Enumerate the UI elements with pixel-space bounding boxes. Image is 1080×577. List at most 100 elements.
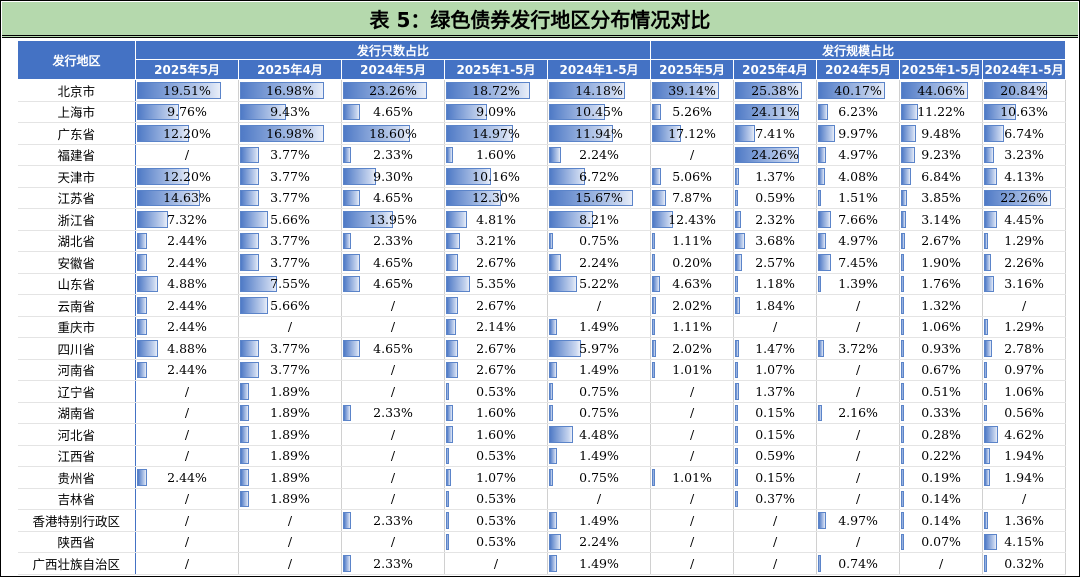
value-text: 7.45% [838, 254, 878, 270]
value-text: 3.77% [270, 147, 310, 163]
value-text: / [184, 491, 190, 507]
value-text: 2.02% [672, 340, 712, 356]
value-cell: 0.15% [733, 466, 818, 489]
value-text: 0.32% [1004, 555, 1044, 571]
data-bar [343, 254, 360, 271]
value-cell: 7.45% [816, 251, 901, 274]
value-cell: 5.66% [238, 294, 342, 317]
value-cell: 9.48% [899, 122, 984, 145]
value-text: 10.45% [575, 104, 623, 120]
table-row: 江苏省 14.63% 3.77% 4.65% 12.30% 15.67% 7.87% 0.59… [17, 187, 1067, 209]
value-cell: 4.88% [135, 273, 239, 295]
data-bar [446, 383, 450, 400]
data-bar [901, 211, 906, 228]
value-text: 1.49% [579, 555, 619, 571]
value-text: 4.48% [579, 426, 619, 442]
data-bar [735, 254, 742, 271]
value-text: 2.16% [838, 405, 878, 421]
value-text: 0.74% [838, 555, 878, 571]
value-text: 1.01% [672, 469, 712, 485]
value-text: 3.77% [270, 233, 310, 249]
data-bar [818, 82, 886, 99]
value-text: 1.89% [270, 491, 310, 507]
value-text: / [689, 448, 695, 464]
value-text: 1.94% [1004, 469, 1044, 485]
data-bar [901, 232, 906, 249]
value-cell: 1.51% [816, 187, 901, 209]
table-row: 吉林省 / 1.89% / 0.53% / / 0.37% / 0.14% / [17, 488, 1067, 510]
region-cell: 上海市 [17, 101, 136, 123]
region-cell: 北京市 [17, 79, 136, 102]
value-cell: 12.20% [135, 165, 239, 188]
data-bar [652, 232, 655, 249]
data-bar [984, 512, 989, 529]
data-bar [901, 426, 904, 443]
value-text: 1.37% [755, 383, 795, 399]
value-text: 2.33% [373, 233, 413, 249]
value-cell: / [135, 380, 239, 403]
value-text: 2.24% [579, 254, 619, 270]
value-cell: 2.67% [899, 230, 984, 252]
value-text: 1.76% [921, 276, 961, 292]
data-bar [735, 297, 740, 314]
data-bar [446, 297, 458, 314]
data-bar [735, 146, 800, 163]
value-cell: 1.18% [733, 273, 818, 295]
data-bar [901, 254, 904, 271]
value-cell: 1.89% [238, 445, 342, 467]
data-bar [984, 469, 990, 486]
data-bar [240, 146, 259, 163]
value-text: 40.17% [834, 82, 882, 98]
data-bar [652, 125, 682, 142]
period-header: 2025年1-5月 [899, 59, 984, 80]
data-bar [652, 103, 662, 120]
value-cell: 18.72% [444, 79, 548, 102]
value-cell: 1.37% [733, 165, 818, 188]
value-text: 6.84% [921, 168, 961, 184]
data-bar [652, 211, 674, 228]
value-cell: / [650, 380, 735, 403]
value-cell: / [650, 509, 735, 532]
value-cell: 40.17% [816, 79, 901, 102]
data-bar [240, 82, 324, 99]
value-text: 0.15% [755, 405, 795, 421]
value-text: / [855, 491, 861, 507]
value-text: 39.14% [668, 82, 716, 98]
data-bar [549, 275, 577, 292]
value-cell: 0.28% [899, 423, 984, 446]
region-cell: 辽宁省 [17, 380, 136, 403]
data-bar [735, 404, 738, 421]
data-bar [240, 168, 259, 185]
value-cell: / [135, 144, 239, 166]
data-bar [549, 189, 633, 206]
value-cell: 1.36% [982, 509, 1067, 532]
data-bar [240, 404, 250, 421]
value-text: 0.14% [921, 491, 961, 507]
data-bar [240, 189, 259, 206]
data-bar [137, 275, 158, 292]
value-text: / [596, 297, 602, 313]
data-bar [240, 254, 259, 271]
data-bar [984, 125, 1005, 142]
data-bar [901, 383, 904, 400]
value-text: 9.43% [270, 104, 310, 120]
value-text: 2.26% [1004, 254, 1044, 270]
period-header: 2025年4月 [733, 59, 818, 80]
value-text: 4.45% [1004, 211, 1044, 227]
value-cell: 2.44% [135, 230, 239, 252]
period-header: 2025年5月 [135, 59, 239, 80]
data-bar [735, 426, 738, 443]
value-text: / [184, 512, 190, 528]
data-bar [652, 254, 655, 271]
data-bar [818, 211, 831, 228]
value-text: 2.33% [373, 512, 413, 528]
data-bar [901, 404, 904, 421]
data-bar [818, 404, 822, 421]
value-cell: 2.44% [135, 251, 239, 274]
data-bar [984, 404, 987, 421]
value-text: / [184, 147, 190, 163]
data-bar [343, 211, 394, 228]
region-cell: 云南省 [17, 294, 136, 317]
value-cell: 1.29% [982, 230, 1067, 252]
value-cell: 8.21% [547, 208, 652, 231]
